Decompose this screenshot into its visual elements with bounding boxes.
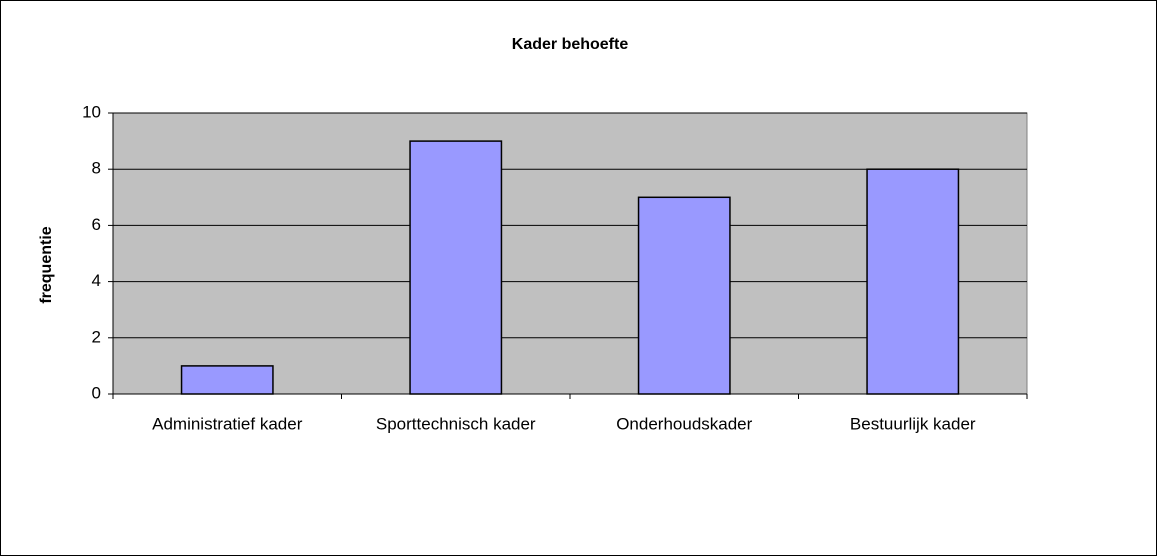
bar — [409, 140, 503, 395]
y-tick-label: 2 — [92, 327, 101, 346]
x-tick-label: Onderhoudskader — [616, 414, 752, 433]
y-tick-label: 4 — [92, 271, 101, 290]
bar — [866, 168, 960, 395]
y-axis-label: frequentie — [38, 226, 55, 303]
y-tick-label: 10 — [82, 102, 101, 121]
y-tick-label: 0 — [92, 383, 101, 402]
x-tick-label: Sporttechnisch kader — [376, 414, 536, 433]
bar — [180, 365, 274, 395]
y-tick-label: 6 — [92, 215, 101, 234]
x-tick-label: Administratief kader — [152, 414, 303, 433]
chart-title: Kader behoefte — [512, 36, 629, 53]
y-tick-label: 8 — [92, 159, 101, 178]
x-tick-label: Bestuurlijk kader — [850, 414, 976, 433]
bar — [637, 196, 731, 395]
